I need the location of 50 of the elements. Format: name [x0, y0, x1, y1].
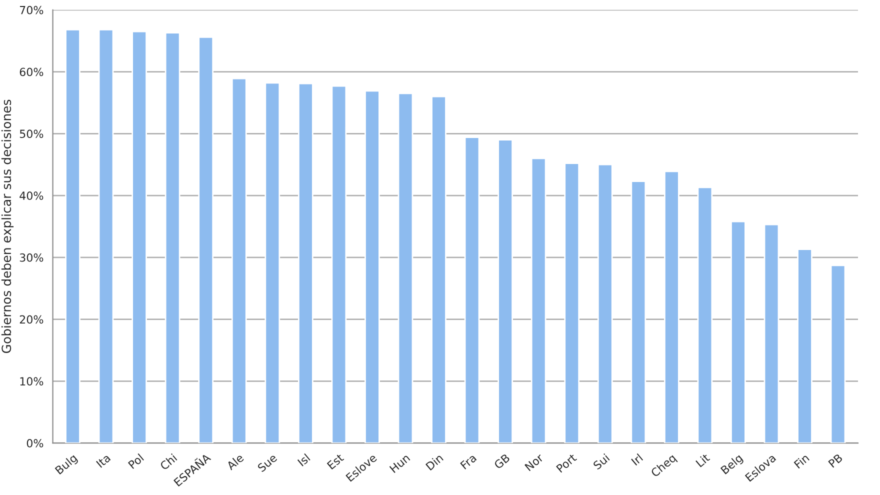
x-tick-label: Isl [297, 453, 310, 466]
y-tick-label: 60% [20, 68, 44, 76]
bar [630, 180, 646, 444]
y-tick-label: 10% [20, 377, 44, 386]
y-tick-label: 30% [20, 253, 44, 262]
x-tick-label: Irl [630, 453, 644, 466]
x-tick-label: GB [493, 453, 510, 470]
y-tick-label: 0% [26, 439, 44, 448]
x-tick-label: Sui [592, 453, 610, 470]
bar [764, 224, 780, 444]
bar [697, 186, 713, 444]
bar [797, 248, 812, 444]
x-tick-label: Pol [128, 453, 144, 470]
y-tick-label: 50% [20, 130, 44, 138]
x-tick-label: Ale [226, 453, 244, 471]
x-tick-label: Ita [96, 454, 111, 468]
x-tick-label: PB [828, 454, 843, 468]
x-tick-label: Port [556, 453, 578, 473]
bar [198, 36, 214, 444]
bar [664, 170, 680, 444]
x-tick-label: Est [326, 453, 344, 470]
x-tick-label: Nor [524, 453, 544, 472]
bar [132, 30, 147, 444]
y-tick-label: 40% [20, 192, 44, 200]
y-axis-title: Gobiernos deben explicar sus decisiones [1, 100, 14, 354]
y-tick-label: 70% [20, 6, 44, 14]
bar [730, 220, 746, 444]
bar [597, 164, 613, 444]
x-tick-label: Hun [389, 454, 410, 474]
bar [264, 82, 280, 444]
x-tick-label: Din [425, 453, 444, 471]
bar [431, 96, 446, 444]
bar [498, 139, 513, 444]
y-tick-label: 20% [20, 315, 44, 324]
x-tick-label: Fra [460, 454, 477, 470]
x-tick-label: Sue [257, 453, 278, 472]
bar [298, 82, 314, 444]
bar [398, 92, 414, 444]
bar [98, 29, 114, 444]
bar [164, 32, 180, 444]
bar [530, 158, 546, 444]
x-tick-label: Lit [695, 452, 710, 468]
bar [364, 90, 380, 444]
bar [331, 85, 347, 444]
bar [464, 136, 480, 444]
bar [231, 78, 247, 444]
bar [564, 162, 580, 444]
x-tick-label: Fin [794, 453, 810, 469]
bar [830, 264, 846, 444]
bar [65, 29, 80, 444]
